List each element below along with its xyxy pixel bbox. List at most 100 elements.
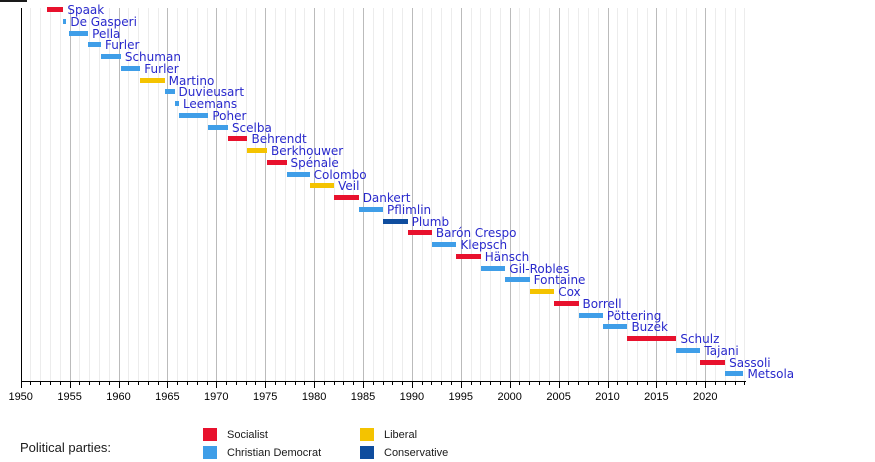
minor-tick bbox=[734, 382, 736, 385]
minor-gridline bbox=[627, 8, 629, 381]
minor-tick bbox=[40, 382, 42, 385]
minor-gridline bbox=[568, 8, 570, 381]
major-gridline bbox=[167, 8, 169, 381]
minor-gridline bbox=[59, 8, 61, 381]
minor-gridline bbox=[40, 8, 42, 381]
major-gridline bbox=[411, 8, 413, 381]
x-tick-label: 1960 bbox=[106, 391, 131, 403]
plot-area: 1950 1955 1960 1965 1970 1975 1980 1985 1990 1995… bbox=[8, 3, 795, 403]
minor-tick bbox=[128, 382, 130, 385]
president-label[interactable]: Dankert bbox=[362, 191, 411, 205]
major-tick bbox=[656, 382, 658, 388]
x-tick-label: 2005 bbox=[546, 391, 571, 403]
legend-label-christian_democrat: Christian Democrat bbox=[227, 447, 322, 459]
term-bar bbox=[68, 30, 89, 36]
president-label[interactable]: Sassoli bbox=[729, 355, 771, 370]
major-gridline bbox=[265, 8, 267, 381]
president-label[interactable]: Spaak bbox=[67, 3, 105, 17]
president-label[interactable]: Gil-Robles bbox=[509, 261, 570, 276]
major-tick bbox=[509, 382, 511, 388]
x-tick-label: 2015 bbox=[644, 391, 669, 403]
minor-tick bbox=[108, 382, 110, 385]
minor-tick bbox=[226, 382, 228, 385]
president-label[interactable]: Metsola bbox=[747, 367, 795, 382]
term-bar bbox=[140, 77, 165, 83]
minor-tick bbox=[675, 382, 677, 385]
major-tick bbox=[69, 382, 71, 388]
president-label[interactable]: Poher bbox=[212, 108, 247, 123]
minor-gridline bbox=[646, 8, 648, 381]
minor-tick bbox=[470, 382, 472, 385]
minor-gridline bbox=[108, 8, 110, 381]
president-label[interactable]: Pflimlin bbox=[387, 202, 432, 217]
minor-tick bbox=[695, 382, 697, 385]
president-label[interactable]: Plumb bbox=[411, 214, 450, 229]
president-label[interactable]: Schulz bbox=[680, 332, 720, 346]
minor-tick bbox=[568, 382, 570, 385]
president-label[interactable]: Behrendt bbox=[251, 132, 307, 147]
minor-gridline bbox=[304, 8, 306, 381]
president-label[interactable]: Veil bbox=[338, 179, 360, 194]
minor-tick bbox=[245, 382, 247, 385]
minor-gridline bbox=[382, 8, 384, 381]
major-tick bbox=[20, 382, 22, 388]
president-label[interactable]: Scelba bbox=[231, 120, 272, 135]
minor-gridline bbox=[392, 8, 394, 381]
term-bar bbox=[100, 54, 121, 59]
minor-gridline bbox=[695, 8, 697, 381]
minor-tick bbox=[685, 382, 687, 385]
minor-tick bbox=[636, 382, 638, 385]
president-label[interactable]: Furler bbox=[144, 61, 179, 76]
major-tick bbox=[167, 382, 169, 388]
minor-gridline bbox=[128, 8, 130, 381]
minor-tick bbox=[353, 382, 355, 385]
president-label[interactable]: Tajani bbox=[704, 343, 739, 358]
major-gridline bbox=[509, 8, 511, 381]
president-label[interactable]: Duvieusart bbox=[178, 85, 245, 100]
term-bar bbox=[383, 218, 408, 224]
president-label[interactable]: Klepsch bbox=[460, 238, 508, 252]
term-bar bbox=[267, 159, 287, 165]
president-label[interactable]: Martino bbox=[168, 73, 215, 88]
term-bar bbox=[505, 277, 530, 283]
legend-label-liberal: Liberal bbox=[384, 429, 418, 441]
president-label[interactable]: Pöttering bbox=[606, 308, 662, 323]
major-gridline bbox=[705, 8, 707, 381]
president-label[interactable]: Fontaine bbox=[533, 273, 586, 288]
president-label[interactable]: Buzek bbox=[631, 320, 668, 335]
president-label[interactable]: Leemans bbox=[182, 97, 238, 111]
minor-tick bbox=[372, 382, 374, 385]
minor-tick bbox=[323, 382, 325, 385]
major-tick bbox=[265, 382, 267, 388]
president-label[interactable]: Pella bbox=[92, 26, 121, 41]
president-label[interactable]: Hänsch bbox=[484, 249, 530, 264]
president-label[interactable]: Spénale bbox=[290, 155, 339, 170]
legend-label-socialist: Socialist bbox=[227, 429, 268, 441]
president-label[interactable]: De Gasperi bbox=[70, 14, 137, 29]
president-label[interactable]: Furler bbox=[104, 38, 140, 53]
president-label[interactable]: Berkhouwer bbox=[271, 144, 344, 158]
president-label[interactable]: Cox bbox=[558, 285, 581, 299]
minor-tick bbox=[186, 382, 188, 385]
minor-tick bbox=[539, 382, 541, 385]
minor-tick bbox=[79, 382, 81, 385]
y-axis-line bbox=[20, 8, 22, 382]
minor-tick bbox=[402, 382, 404, 385]
minor-gridline bbox=[548, 8, 550, 381]
major-tick bbox=[314, 382, 316, 388]
minor-gridline bbox=[196, 8, 198, 381]
president-label[interactable]: Borrell bbox=[582, 296, 622, 311]
minor-tick bbox=[421, 382, 423, 385]
minor-gridline bbox=[274, 8, 276, 381]
term-bar bbox=[47, 7, 64, 12]
minor-gridline bbox=[323, 8, 325, 381]
president-label[interactable]: Colombo bbox=[313, 167, 367, 182]
minor-tick bbox=[304, 382, 306, 385]
minor-tick bbox=[646, 382, 648, 385]
president-label[interactable]: Barón Crespo bbox=[435, 226, 517, 241]
term-bar bbox=[431, 242, 457, 247]
minor-tick bbox=[724, 382, 726, 385]
president-label[interactable]: Schuman bbox=[124, 50, 181, 64]
minor-gridline bbox=[617, 8, 619, 381]
